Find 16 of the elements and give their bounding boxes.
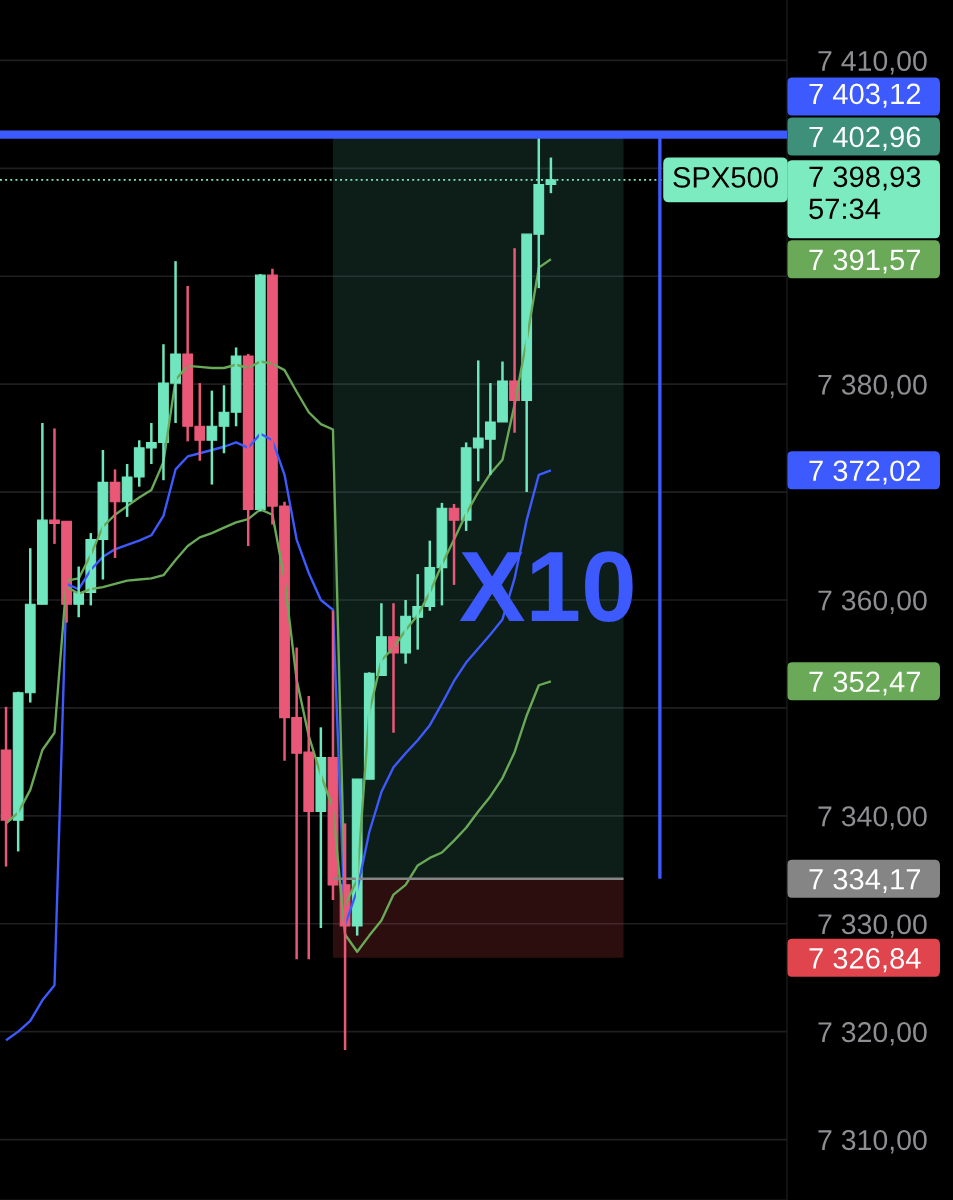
y-tick-label: 7 380,00 <box>818 374 927 399</box>
y2-tick-label: 7 326,84 <box>809 948 921 973</box>
y-tick-label: 7 310,00 <box>818 1130 927 1154</box>
y-tick-label: 7 320,00 <box>818 1022 927 1046</box>
y2-tick-label: 7 402,96 <box>809 126 921 151</box>
y2-tick-label: 7 372,02 <box>809 460 921 485</box>
y2-tick-label: 7 352,47 <box>809 671 921 696</box>
y-tick-label: 7 330,00 <box>818 914 927 938</box>
annotation: SPX500 <box>673 167 778 188</box>
y2-tick-label: 7 334,17 <box>809 868 921 894</box>
ref-line-label: 7 398,93 57:34 <box>809 166 921 220</box>
y-tick-label: 7 340,00 <box>818 806 927 830</box>
y-tick-label: 7 360,00 <box>818 590 927 614</box>
y-tick-label: 7 410,00 <box>818 50 927 75</box>
ref-line-label: 7 403,12 <box>809 83 921 108</box>
y2-tick-label: 7 391,57 <box>809 249 921 274</box>
